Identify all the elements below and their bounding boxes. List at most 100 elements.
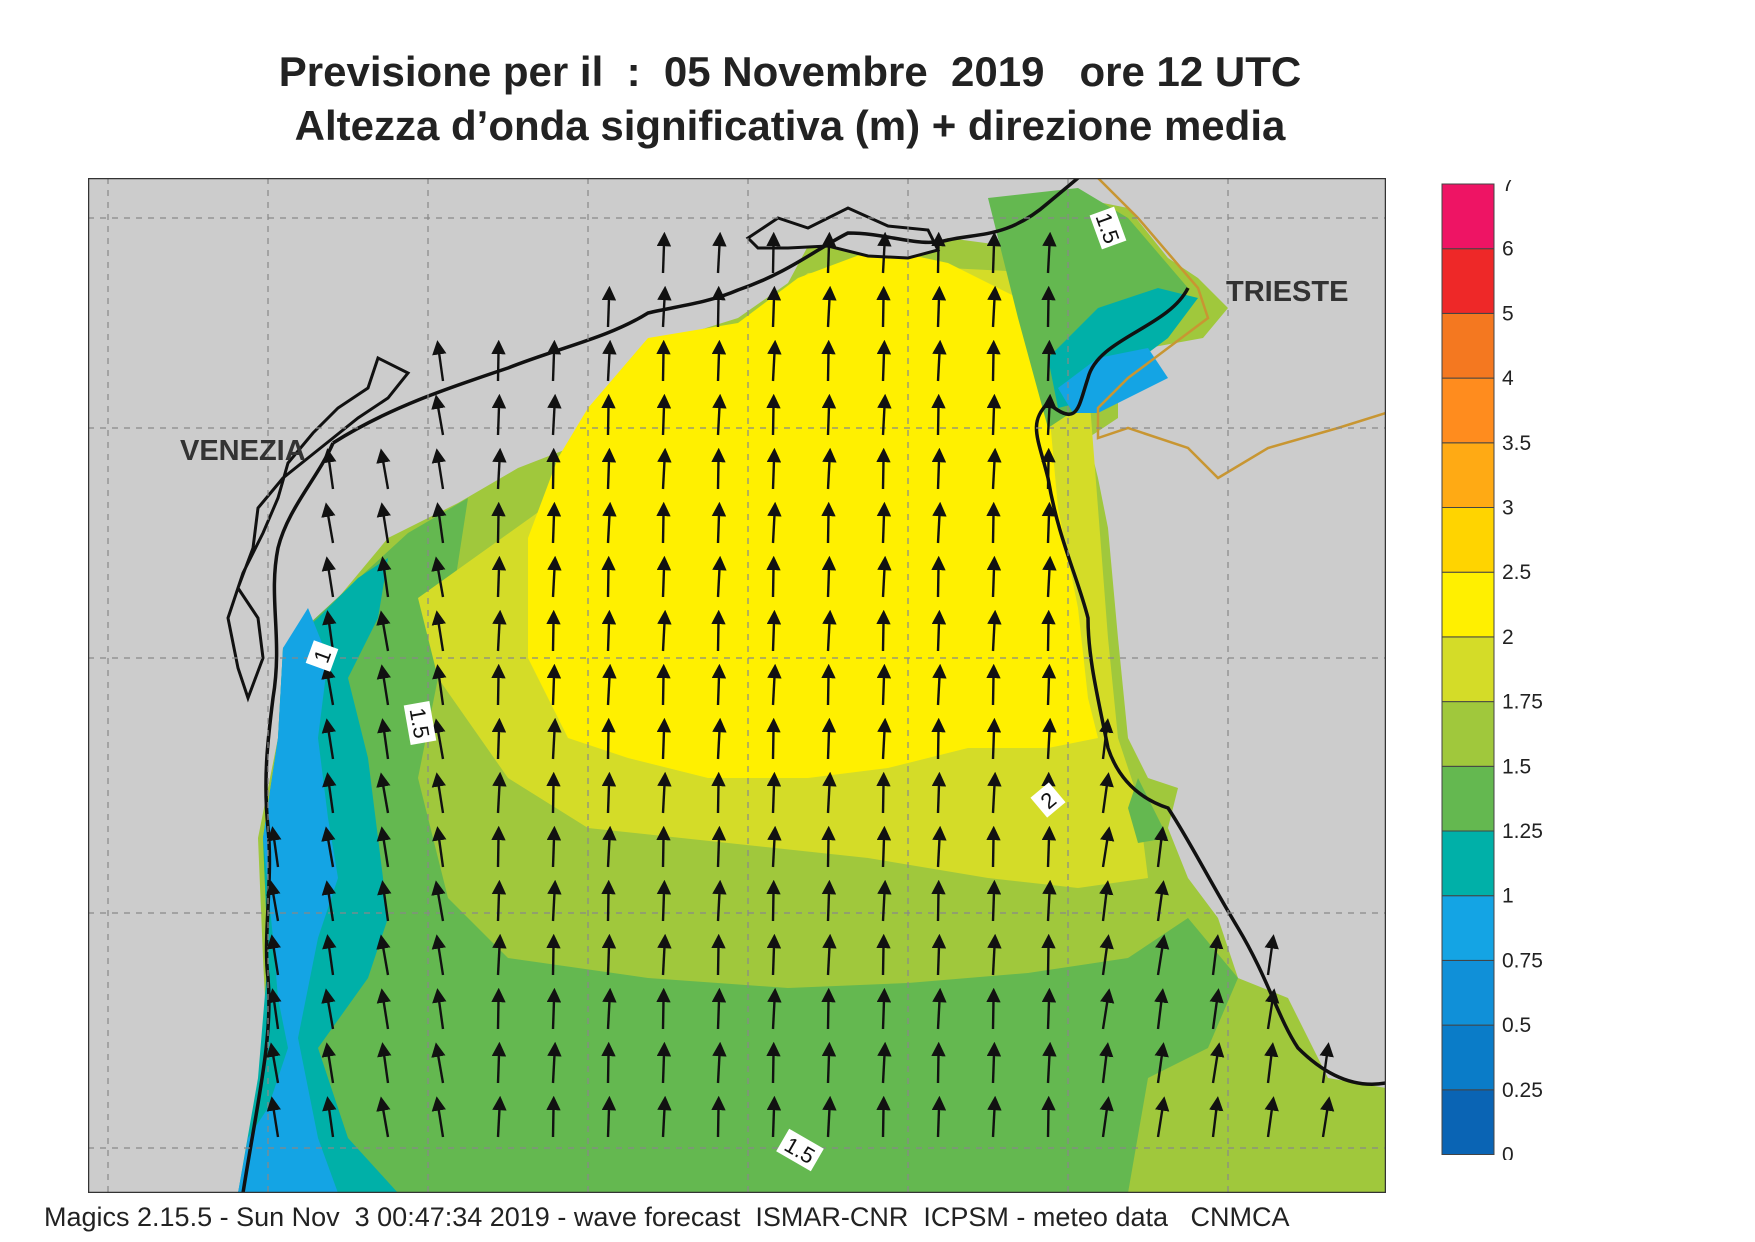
legend-swatch [1441, 636, 1495, 703]
direction-arrow [491, 663, 506, 706]
direction-arrow [377, 718, 392, 760]
direction-arrow [931, 285, 947, 328]
border-line [998, 178, 1386, 480]
direction-arrow [602, 825, 617, 868]
direction-arrow [491, 501, 506, 544]
direction-arrow [376, 826, 391, 868]
direction-arrow [931, 393, 946, 436]
direction-arrow [1209, 1096, 1224, 1138]
svg-text:1.5: 1.5 [405, 706, 435, 740]
sea-zone-ne-green [988, 188, 1188, 428]
direction-arrow [431, 448, 446, 490]
direction-arrow [931, 933, 947, 976]
direction-arrow [321, 718, 336, 760]
direction-arrow [1042, 231, 1057, 274]
direction-arrow [656, 393, 672, 436]
direction-arrow [767, 663, 782, 706]
direction-arrow [766, 285, 782, 328]
direction-arrow [766, 231, 781, 274]
direction-arrow [376, 772, 391, 814]
legend-swatch [1441, 377, 1495, 444]
direction-arrow [432, 502, 447, 544]
color-legend: 0 0.25 0.5 0.75 1 1.25 1.5 1.75 2 2.5 3 3.5 4 5 6 7 [1441, 180, 1543, 1161]
direction-arrow [432, 664, 447, 706]
direction-arrow [932, 663, 947, 706]
direction-arrow [546, 501, 562, 544]
direction-arrow [712, 393, 727, 436]
direction-arrow [1099, 880, 1114, 922]
direction-arrow [492, 771, 507, 814]
direction-arrow [431, 394, 446, 436]
direction-arrow [1099, 718, 1114, 760]
direction-arrow [601, 1095, 617, 1138]
direction-arrow [932, 825, 947, 868]
direction-arrow [546, 825, 562, 868]
direction-arrow [986, 825, 1001, 868]
direction-arrow [602, 987, 617, 1030]
direction-arrow [321, 664, 336, 706]
direction-arrow [601, 555, 616, 598]
direction-arrow [376, 502, 391, 544]
legend-swatch [1441, 895, 1495, 961]
direction-arrow [767, 825, 782, 868]
legend-level-label: 2 [1502, 626, 1514, 649]
direction-arrow [931, 1095, 947, 1138]
direction-arrow [986, 663, 1001, 706]
direction-arrow [1042, 393, 1057, 436]
direction-arrow [321, 556, 336, 598]
direction-arrow [546, 987, 562, 1030]
direction-arrow [877, 717, 892, 760]
direction-arrow [821, 231, 837, 274]
direction-arrow [657, 285, 672, 328]
direction-arrow [986, 717, 1002, 760]
direction-arrow [547, 717, 562, 760]
direction-arrow [766, 447, 782, 490]
direction-arrow [987, 447, 1002, 490]
direction-arrow [1041, 339, 1057, 382]
direction-arrow [876, 339, 892, 382]
direction-arrow [1099, 1042, 1114, 1084]
direction-arrow [987, 1095, 1002, 1138]
direction-arrow [547, 1041, 562, 1084]
venice-lagoon-land [226, 355, 411, 703]
direction-arrow [932, 501, 947, 544]
legend-swatch [1441, 248, 1495, 314]
direction-arrow [766, 393, 781, 436]
direction-arrow [657, 1095, 672, 1138]
direction-arrow [876, 663, 892, 706]
direction-arrow [931, 555, 946, 598]
direction-arrow [377, 1042, 392, 1084]
direction-arrow [321, 502, 336, 544]
direction-arrow [267, 988, 282, 1030]
direction-arrow [657, 771, 672, 814]
legend-level-label: 1.5 [1502, 755, 1531, 778]
legend-swatch [1441, 701, 1495, 767]
direction-arrow [767, 501, 782, 544]
legend-level-label: 0 [1502, 1144, 1514, 1161]
direction-arrow [601, 393, 616, 436]
direction-arrow [876, 447, 891, 490]
direction-arrow [986, 1041, 1002, 1084]
legend-swatch [1441, 442, 1495, 508]
direction-arrow [821, 339, 836, 382]
sea-zone-ne-blue [1058, 348, 1168, 413]
direction-arrow [766, 555, 781, 598]
direction-arrow [767, 339, 782, 382]
legend-swatch [1441, 1024, 1495, 1091]
legend-swatch [1441, 571, 1495, 638]
direction-arrow [376, 448, 391, 490]
direction-arrow [821, 555, 837, 598]
direction-arrow [766, 717, 781, 760]
direction-arrow [1264, 1096, 1279, 1138]
direction-arrow [822, 447, 837, 490]
direction-arrow [377, 880, 392, 922]
direction-arrow [431, 934, 446, 976]
direction-arrow [987, 933, 1002, 976]
direction-arrow [932, 987, 947, 1030]
direction-arrow [602, 663, 617, 706]
direction-arrow [601, 609, 617, 652]
direction-arrow [547, 393, 562, 436]
direction-arrow [766, 609, 782, 652]
direction-arrow [876, 609, 891, 652]
direction-arrow [601, 771, 617, 814]
